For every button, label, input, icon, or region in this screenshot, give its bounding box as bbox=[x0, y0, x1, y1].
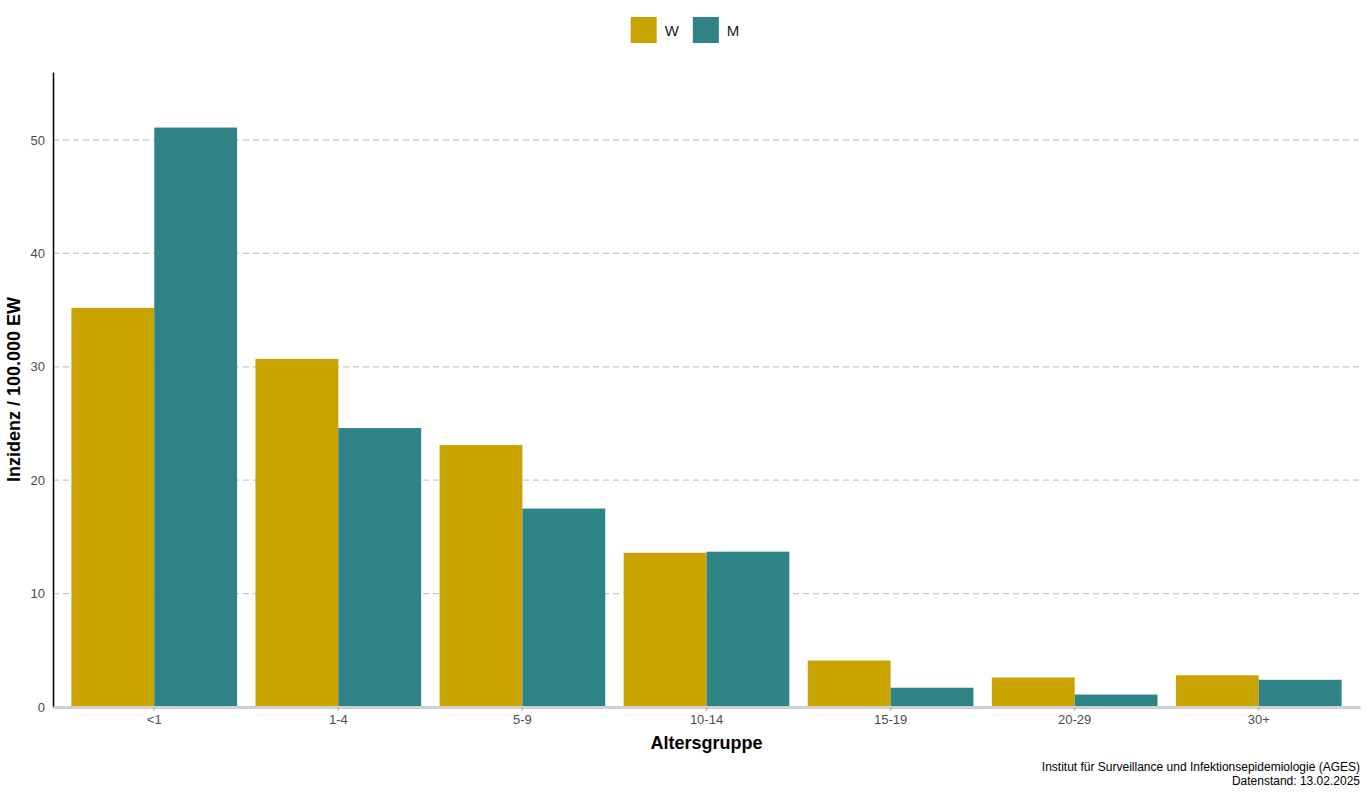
y-tick-label: 30 bbox=[31, 359, 45, 374]
x-tick: <1 bbox=[147, 707, 162, 727]
y-tick: 10 bbox=[31, 586, 53, 601]
y-axis-line bbox=[53, 73, 55, 708]
annotation: Datenstand: 13.02.2025 bbox=[1232, 774, 1360, 788]
annotation: Institut für Surveillance und Infektions… bbox=[1042, 760, 1360, 774]
bar bbox=[624, 553, 707, 707]
bar bbox=[808, 661, 891, 707]
x-tick-mark bbox=[706, 707, 707, 711]
x-tick: 5-9 bbox=[513, 707, 532, 727]
grid-line bbox=[53, 366, 1360, 367]
x-tick-label: 30+ bbox=[1248, 712, 1270, 727]
y-tick: 0 bbox=[38, 700, 53, 715]
y-tick-label: 0 bbox=[38, 700, 45, 715]
x-tick: 1-4 bbox=[329, 707, 348, 727]
x-tick-mark bbox=[154, 707, 155, 711]
bars bbox=[71, 128, 1341, 707]
x-axis: <1 1-4 5-9 10-14 15-19 20-29 30+ bbox=[54, 707, 1361, 727]
x-tick: 10-14 bbox=[690, 707, 723, 727]
y-tick: 30 bbox=[31, 359, 53, 374]
x-axis-title: Altersgruppe bbox=[650, 733, 762, 753]
y-axis-title: Inzidenz / 100.000 EW bbox=[4, 297, 24, 482]
y-tick-label: 50 bbox=[31, 133, 45, 148]
bar bbox=[522, 509, 605, 707]
bar bbox=[992, 678, 1075, 707]
x-tick-label: <1 bbox=[147, 712, 162, 727]
x-tick-mark bbox=[1258, 707, 1259, 711]
y-tick: 40 bbox=[31, 246, 53, 261]
legend: WM bbox=[631, 17, 740, 43]
y-tick-label: 40 bbox=[31, 246, 45, 261]
grid-line bbox=[53, 253, 1360, 254]
x-tick-mark bbox=[1074, 707, 1075, 711]
x-tick-mark bbox=[890, 707, 891, 711]
bar bbox=[707, 552, 790, 707]
y-tick: 50 bbox=[31, 133, 53, 148]
plot: 0 10 20 30 40 50 <1 1-4 5-9 10-14 15-19 20-29 30+ bbox=[31, 73, 1361, 728]
y-tick: 20 bbox=[31, 473, 53, 488]
x-tick-label: 1-4 bbox=[329, 712, 348, 727]
y-axis: 0 10 20 30 40 50 bbox=[31, 73, 54, 715]
bar bbox=[71, 308, 154, 707]
x-tick: 30+ bbox=[1248, 707, 1270, 727]
legend-item: W bbox=[631, 17, 680, 43]
legend-label: M bbox=[727, 22, 740, 39]
y-tick-label: 10 bbox=[31, 586, 45, 601]
legend-swatch bbox=[631, 17, 657, 43]
grid-line bbox=[53, 480, 1360, 481]
x-tick: 15-19 bbox=[874, 707, 907, 727]
x-tick-mark bbox=[522, 707, 523, 711]
bar bbox=[1259, 680, 1342, 707]
bar bbox=[154, 128, 237, 707]
x-tick-mark bbox=[338, 707, 339, 711]
legend-item: M bbox=[693, 17, 740, 43]
chart: 0 10 20 30 40 50 <1 1-4 5-9 10-14 15-19 20-29 30+ Alt… bbox=[0, 0, 1370, 799]
grid-line bbox=[53, 139, 1360, 140]
bar bbox=[1176, 675, 1259, 707]
bar bbox=[440, 445, 523, 707]
x-tick-label: 10-14 bbox=[690, 712, 723, 727]
x-tick-label: 5-9 bbox=[513, 712, 532, 727]
bar bbox=[891, 688, 974, 707]
bar bbox=[255, 359, 338, 707]
bar bbox=[338, 428, 421, 707]
y-tick-label: 20 bbox=[31, 473, 45, 488]
grid bbox=[53, 140, 1360, 594]
bar bbox=[1075, 695, 1158, 707]
x-tick-label: 15-19 bbox=[874, 712, 907, 727]
legend-swatch bbox=[693, 17, 719, 43]
x-tick: 20-29 bbox=[1058, 707, 1091, 727]
x-tick-label: 20-29 bbox=[1058, 712, 1091, 727]
legend-label: W bbox=[665, 22, 680, 39]
